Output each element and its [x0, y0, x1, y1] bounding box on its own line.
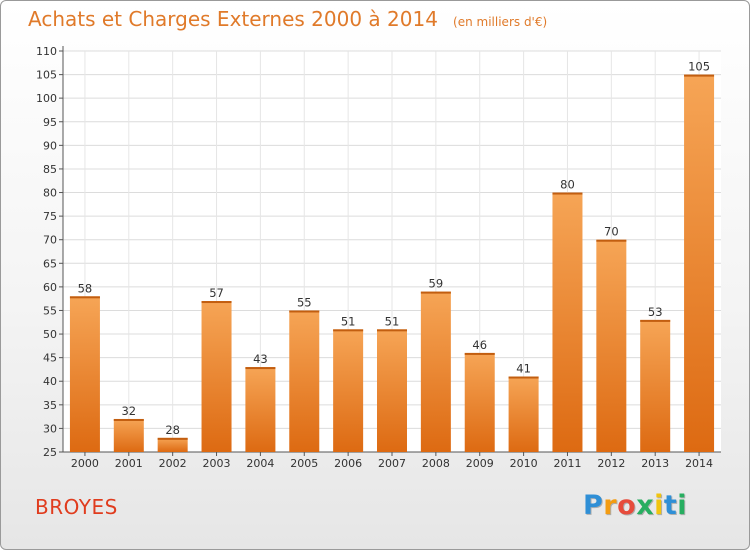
bar-top-edge	[552, 192, 583, 195]
data-label-2011: 80	[560, 178, 575, 192]
data-label-2013: 53	[648, 305, 663, 319]
bar-top-edge	[245, 367, 276, 370]
bar-top-edge	[596, 239, 627, 242]
data-label-2000: 58	[78, 281, 93, 295]
chart-title: Achats et Charges Externes 2000 à 2014	[28, 7, 438, 31]
bar-2008	[420, 291, 451, 452]
x-tick-label-2006: 2006	[334, 457, 362, 470]
bar-2000	[69, 296, 100, 452]
bar-2006	[333, 329, 364, 452]
x-tick-label-2001: 2001	[115, 457, 143, 470]
logo-letter: x	[636, 490, 655, 521]
logo-letter: t	[663, 490, 678, 521]
bar-2005	[289, 310, 320, 452]
x-tick-label-2005: 2005	[290, 457, 318, 470]
data-label-2009: 46	[472, 338, 487, 352]
y-tick-label: 60	[43, 281, 57, 294]
bar-2010	[508, 376, 539, 452]
bar-top-edge	[684, 74, 715, 77]
x-tick-label-2003: 2003	[203, 457, 231, 470]
x-tick-label-2004: 2004	[246, 457, 274, 470]
bar-2002	[157, 437, 188, 452]
bar-top-edge	[333, 329, 364, 332]
bar-top-edge	[377, 329, 407, 332]
y-tick-label: 105	[36, 69, 57, 82]
x-tick-label-2011: 2011	[553, 457, 581, 470]
y-tick-label: 65	[43, 257, 57, 270]
bar-layer	[69, 74, 715, 453]
y-tick-label: 50	[43, 328, 57, 341]
data-label-2002: 28	[165, 423, 180, 437]
data-label-2006: 51	[341, 314, 356, 328]
x-tick-label-2000: 2000	[71, 457, 99, 470]
bar-top-edge	[420, 291, 451, 294]
logo-letter: i	[677, 490, 688, 521]
data-label-2007: 51	[385, 314, 400, 328]
data-label-2012: 70	[604, 225, 619, 239]
chart-subtitle: (en milliers d'€)	[453, 15, 548, 29]
bar-2011	[552, 192, 583, 452]
x-tick-label-2010: 2010	[510, 457, 538, 470]
chart-header: Achats et Charges Externes 2000 à 2014 (…	[28, 7, 547, 31]
y-tick-label: 45	[43, 352, 57, 365]
x-tick-label-2008: 2008	[422, 457, 450, 470]
bar-2003	[201, 301, 232, 452]
bar-2004	[245, 367, 276, 452]
y-tick-label: 95	[43, 116, 57, 129]
y-tick-label: 85	[43, 163, 57, 176]
commune-name: BROYES	[35, 495, 118, 519]
bar-2012	[596, 239, 627, 452]
data-label-2008: 59	[429, 277, 444, 291]
bar-2009	[464, 352, 495, 452]
x-tick-label-2002: 2002	[159, 457, 187, 470]
logo-letter: i	[654, 490, 664, 521]
bar-2001	[113, 418, 144, 452]
bar-top-edge	[508, 376, 539, 379]
bar-top-edge	[69, 296, 100, 299]
bar-top-edge	[113, 418, 144, 421]
x-tick-label-2012: 2012	[597, 457, 625, 470]
logo-letter: o	[617, 490, 637, 521]
y-tick-label: 55	[43, 304, 57, 317]
x-tick-label-2014: 2014	[685, 457, 713, 470]
y-tick-label: 35	[43, 399, 57, 412]
y-tick-label: 90	[43, 139, 57, 152]
proxiti-logo[interactable]: Proxiti	[583, 490, 687, 521]
data-label-2003: 57	[209, 286, 224, 300]
x-tick-label-2013: 2013	[641, 457, 669, 470]
y-tick-label: 100	[36, 92, 57, 105]
data-label-2005: 55	[297, 295, 312, 309]
bar-top-edge	[464, 352, 495, 355]
y-tick-label: 30	[43, 422, 57, 435]
x-tick-label-2009: 2009	[466, 457, 494, 470]
data-label-2010: 41	[516, 362, 531, 376]
logo-letter: P	[583, 490, 604, 521]
logo-letter: r	[603, 490, 618, 521]
bar-2014	[684, 74, 715, 453]
label-layer: 58 32 28 57 43 55 51 51 59 46 41 80 70 53 105	[78, 60, 710, 437]
data-label-2004: 43	[253, 352, 268, 366]
bar-top-edge	[640, 319, 671, 322]
axis-layer: 25 30 35 40 45 50 55 60 65 70 75 80 85 90 95 100 105 110 2…	[36, 45, 721, 470]
bar-2013	[640, 319, 671, 452]
x-tick-label-2007: 2007	[378, 457, 406, 470]
y-tick-label: 25	[43, 446, 57, 459]
bar-top-edge	[201, 301, 232, 304]
y-tick-label: 75	[43, 210, 57, 223]
bar-top-edge	[289, 310, 320, 313]
y-tick-label: 80	[43, 187, 57, 200]
y-tick-label: 110	[36, 45, 57, 58]
data-label-2014: 105	[688, 60, 710, 74]
bar-2007	[377, 329, 407, 452]
y-tick-label: 40	[43, 375, 57, 388]
bar-top-edge	[157, 437, 188, 440]
data-label-2001: 32	[121, 404, 136, 418]
y-tick-label: 70	[43, 234, 57, 247]
